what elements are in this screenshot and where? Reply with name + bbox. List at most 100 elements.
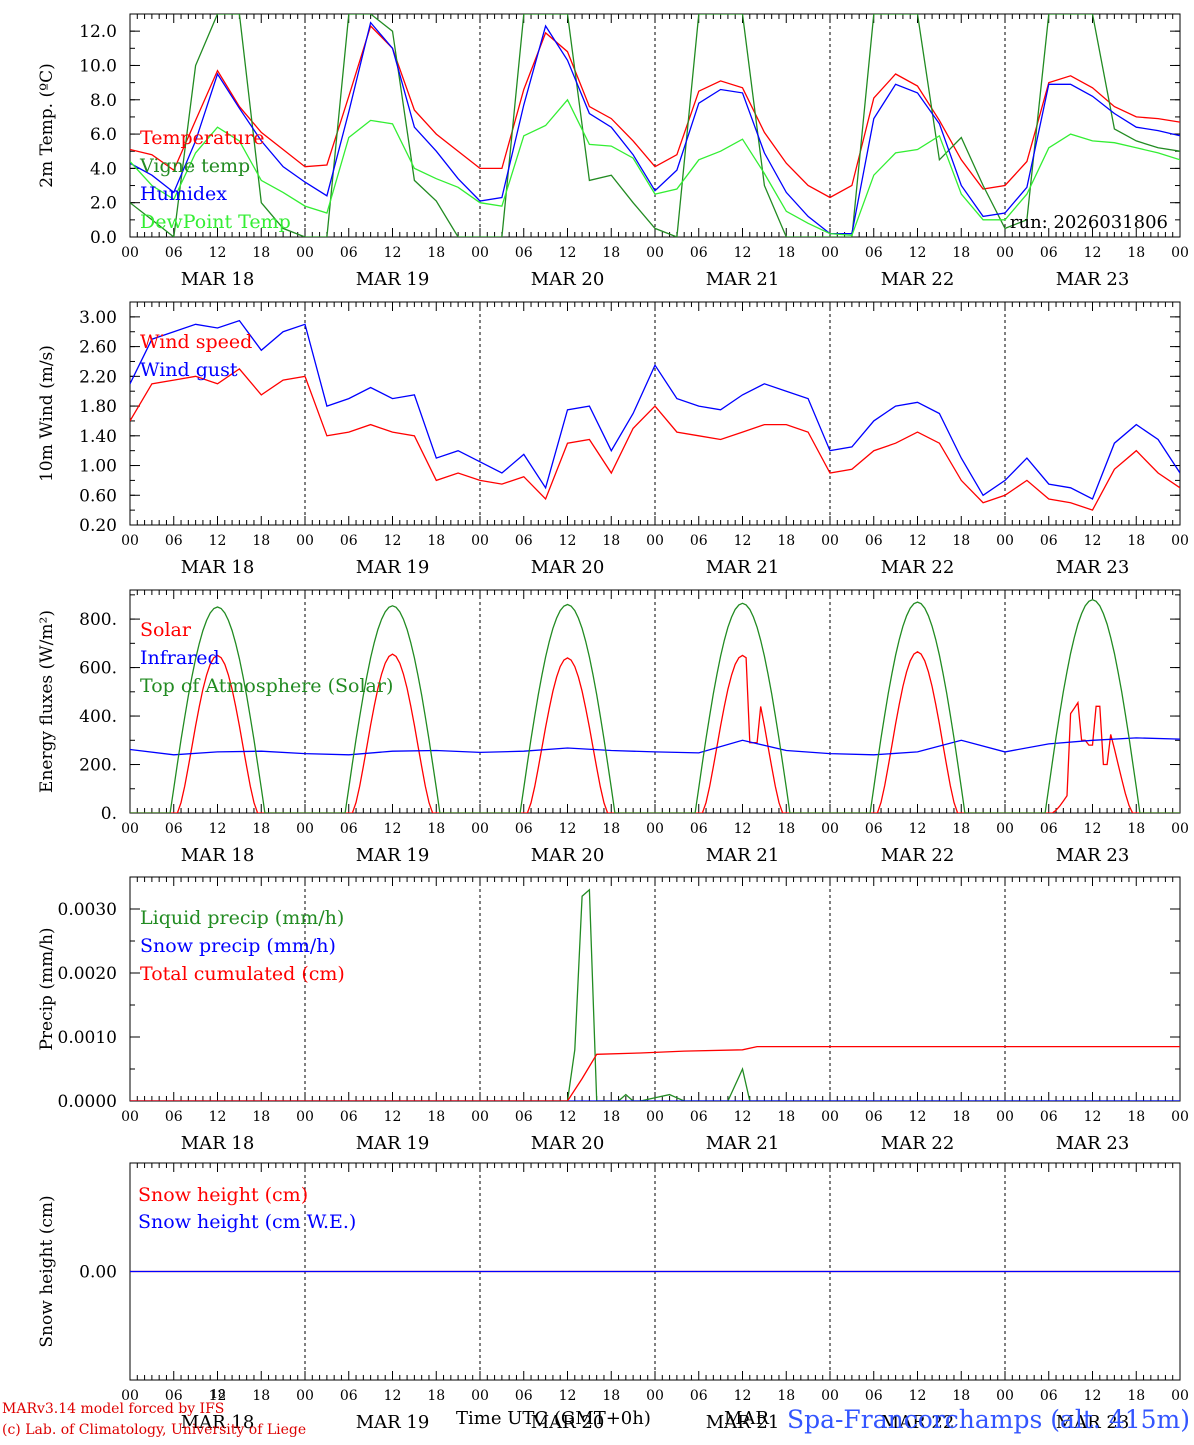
x-tick-label: 12 [559,1109,577,1125]
x-tick-label: 06 [1040,1388,1058,1404]
x-tick-label: 18 [1127,533,1145,549]
y-axis-label: 10m Wind (m/s) [37,345,57,482]
x-tick-label: 18 [252,1388,270,1404]
x-tick-label: 06 [865,533,883,549]
plot-frame [129,13,1181,238]
day-label: MAR 23 [1056,1412,1130,1433]
series-line-blue [130,319,1180,500]
x-tick-label: 06 [515,533,533,549]
x-tick-label: 12 [209,1109,227,1125]
legend-entry: Top of Atmosphere (Solar) [140,675,393,697]
day-label: MAR 18 [181,557,255,578]
legend-entry: Total cumulated (cm) [140,963,345,985]
day-label: MAR 21 [706,557,780,578]
y-tick-label: 4.0 [90,159,117,179]
series-group [130,598,1180,813]
x-tick-label: 06 [165,821,183,837]
x-tick-label: 00 [471,821,489,837]
x-tick-label: 18 [952,1109,970,1125]
x-tick-label: 00 [646,1388,664,1404]
series-line-red [130,368,1180,511]
x-tick-label: 06 [690,821,708,837]
x-tick-label: 06 [340,245,358,261]
x-tick-label: 00 [996,821,1014,837]
panel-1: 00 06 12 18 00 06 12 18 00 06 12 18 00 06 12 18 00 06 12 18… [37,301,1189,578]
y-axis-label: Precip (mm/h) [37,927,57,1050]
y-tick-label: 600. [79,659,117,679]
x-tick-label: 00 [996,533,1014,549]
x-tick-label: 18 [777,245,795,261]
y-tick-label: 0.60 [79,486,117,506]
series-line-green [130,888,1180,1101]
x-tick-label: 00 [646,821,664,837]
y-tick-label: 3.00 [79,308,117,328]
station-title: Spa-Francorchamps (alt. 415m) [787,1405,1190,1434]
x-tick-label: 00 [121,1109,139,1125]
x-tick-label: 12 [909,1109,927,1125]
x-tick-label: 00 [1171,1388,1189,1404]
run-label: run: 2026031806 [1010,212,1168,233]
footer-model-line: MARv3.14 model forced by IFS [2,1401,224,1417]
x-tick-label: 18 [1127,1388,1145,1404]
x-tick-label: 12 [209,245,227,261]
y-tick-label: 0.0000 [58,1092,117,1112]
x-tick-label: 06 [165,533,183,549]
x-tick-label: 06 [165,1109,183,1125]
x-tick-label: 12 [384,1109,402,1125]
series-line-green [130,14,1180,237]
x-tick-label: 12 [909,533,927,549]
y-axis-label: 2m Temp. (ºC) [37,63,57,188]
x-tick-label: 00 [646,245,664,261]
x-tick-label: 06 [865,1388,883,1404]
x-tick-label: 00 [296,821,314,837]
x-tick-label: 18 [602,533,620,549]
x-tick-label: 12 [384,245,402,261]
day-label: MAR 20 [531,1133,605,1154]
x-tick-label: 12 [559,1388,577,1404]
x-tick-label: 00 [296,1388,314,1404]
x-tick-label: 00 [471,245,489,261]
x-tick-label: 06 [340,1388,358,1404]
x-tick-label: 00 [821,245,839,261]
x-tick-label: 18 [1127,1109,1145,1125]
y-tick-label: 2.20 [79,367,117,387]
y-tick-label: 2.60 [79,338,117,358]
legend-entry: Solar [140,619,192,641]
day-label: MAR 18 [181,1133,255,1154]
x-tick-label: 00 [821,1388,839,1404]
x-tick-label: 18 [602,1109,620,1125]
y-tick-label: 200. [79,756,117,776]
footer-tick-month: MAR [724,1408,769,1429]
x-tick-label: 18 [952,1388,970,1404]
x-tick-label: 06 [865,1109,883,1125]
x-tick-label: 12 [734,533,752,549]
y-tick-label: 12.0 [79,22,117,42]
day-label: MAR 20 [531,1412,605,1433]
x-tick-label: 00 [821,1109,839,1125]
day-label: MAR 19 [356,269,430,290]
series-group [130,888,1180,1101]
series-line-red [130,24,1180,199]
plot-frame [129,589,1181,814]
x-tick-label: 06 [865,245,883,261]
x-tick-label: 12 [209,821,227,837]
x-tick-label: 06 [165,245,183,261]
series-line-lightgreen [130,98,1180,236]
day-label: MAR 18 [181,845,255,866]
day-label: MAR 21 [706,1133,780,1154]
legend-entry: Snow precip (mm/h) [140,935,336,957]
x-tick-label: 00 [296,533,314,549]
x-tick-label: 18 [952,533,970,549]
panel-4: 00 06 12 18 00 06 12 18 00 06 12 18 00 06 12 18 00 06 12 18… [37,1162,1189,1433]
y-axis-label: Snow height (cm) [37,1195,57,1347]
x-tick-label: 06 [1040,1109,1058,1125]
x-tick-label: 18 [602,1388,620,1404]
day-label: MAR 20 [531,557,605,578]
x-tick-label: 00 [121,245,139,261]
x-tick-label: 06 [515,1388,533,1404]
day-label: MAR 18 [181,269,255,290]
x-tick-label: 12 [734,1109,752,1125]
x-tick-label: 00 [121,1388,139,1404]
